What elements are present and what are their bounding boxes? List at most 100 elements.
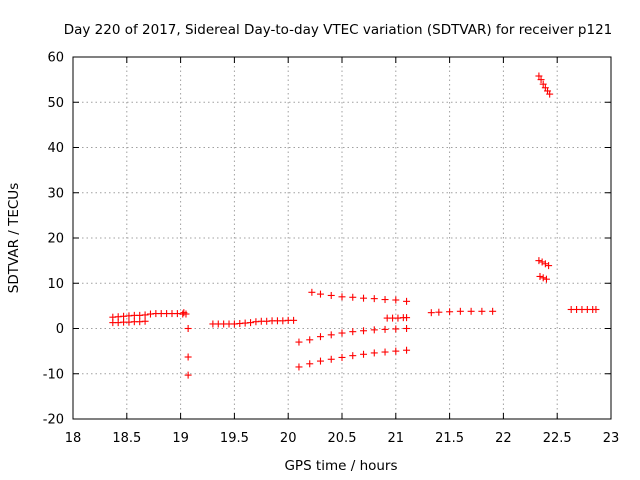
- data-point: [308, 288, 316, 296]
- data-point: [539, 274, 547, 282]
- series-arc-7: [427, 307, 497, 317]
- y-tick-label: -20: [43, 413, 64, 428]
- data-point: [535, 257, 543, 265]
- data-point: [370, 295, 378, 303]
- data-point: [542, 275, 550, 283]
- data-point: [467, 307, 475, 315]
- y-tick-label: 60: [47, 51, 64, 66]
- y-tick-label: 40: [47, 141, 64, 156]
- data-point: [392, 347, 400, 355]
- x-tick-label: 21: [388, 431, 405, 446]
- data-point: [546, 90, 554, 98]
- data-point: [427, 309, 435, 317]
- x-tick-label: 22.5: [543, 431, 572, 446]
- y-tick-label: 10: [47, 277, 64, 292]
- y-tick-label: 20: [47, 232, 64, 247]
- data-point: [370, 349, 378, 357]
- data-point: [349, 352, 357, 360]
- data-points: [109, 72, 600, 379]
- data-point: [184, 325, 192, 332]
- series-outliers-19: [180, 309, 192, 379]
- data-point: [403, 297, 411, 305]
- data-point: [392, 296, 400, 304]
- series-arc-8-mid: [535, 257, 553, 270]
- data-point: [535, 72, 543, 80]
- series-arc-5: [295, 346, 411, 371]
- data-point: [327, 291, 335, 299]
- data-point: [478, 307, 486, 315]
- data-point: [184, 353, 192, 361]
- data-point: [327, 331, 335, 339]
- data-point: [338, 329, 346, 337]
- x-tick-label: 18.5: [112, 431, 141, 446]
- data-point: [290, 316, 298, 324]
- data-point: [592, 305, 600, 313]
- data-point: [403, 314, 411, 322]
- x-tick-label: 20: [280, 431, 297, 446]
- data-point: [360, 350, 368, 358]
- data-point: [141, 311, 149, 319]
- data-point: [381, 348, 389, 356]
- y-axis-title: SDTVAR / TECUs: [6, 183, 22, 293]
- series-arc-1-low: [109, 317, 149, 327]
- data-point: [536, 272, 544, 280]
- y-tick-label: 0: [56, 322, 64, 337]
- y-tick-label: 30: [47, 186, 64, 201]
- series-arc-8-high: [535, 72, 554, 98]
- series-arc-2: [209, 316, 298, 328]
- data-point: [539, 80, 547, 88]
- data-point: [489, 307, 497, 315]
- data-point: [360, 327, 368, 335]
- data-point: [338, 293, 346, 301]
- series-arc-1: [109, 310, 190, 321]
- y-tick-label: -10: [43, 367, 64, 382]
- data-point: [295, 363, 303, 371]
- data-point: [392, 325, 400, 333]
- data-point: [316, 357, 324, 365]
- data-point: [180, 309, 188, 317]
- x-tick-label: 21.5: [435, 431, 464, 446]
- series-arc-6: [383, 314, 411, 322]
- data-point: [338, 353, 346, 361]
- data-point: [349, 328, 357, 336]
- data-point: [141, 317, 149, 325]
- data-point: [403, 346, 411, 354]
- chart-title: Day 220 of 2017, Sidereal Day-to-day VTE…: [64, 22, 613, 38]
- data-point: [456, 307, 464, 315]
- data-point: [435, 308, 443, 316]
- series-arc-3: [308, 288, 411, 305]
- x-tick-label: 20.5: [328, 431, 357, 446]
- data-point: [446, 308, 454, 316]
- x-tick-label: 19: [172, 431, 189, 446]
- data-point: [295, 338, 303, 346]
- data-point: [327, 355, 335, 363]
- data-point: [316, 290, 324, 298]
- data-point: [316, 333, 324, 341]
- y-tick-labels: -20 -10 0 10 20 30 40 50 60: [43, 51, 64, 428]
- x-tick-label: 23: [603, 431, 620, 446]
- data-point: [306, 336, 314, 344]
- data-point: [184, 371, 192, 379]
- axis-ticks: [72, 56, 612, 420]
- series-arc-8-low: [536, 272, 550, 283]
- data-point: [349, 293, 357, 301]
- series-arc-9: [567, 305, 600, 313]
- data-point: [247, 319, 255, 327]
- x-axis-title: GPS time / hours: [284, 458, 397, 474]
- data-point: [370, 326, 378, 334]
- data-point: [545, 262, 553, 270]
- x-tick-label: 19.5: [220, 431, 249, 446]
- x-tick-label: 18: [65, 431, 82, 446]
- y-tick-label: 50: [47, 96, 64, 111]
- data-point: [537, 76, 545, 84]
- x-tick-labels: 18 18.5 19 19.5 20 20.5 21 21.5 22 22.5 23: [65, 431, 620, 446]
- data-point: [360, 294, 368, 302]
- x-tick-label: 22: [495, 431, 512, 446]
- data-point: [403, 325, 411, 332]
- data-point: [381, 296, 389, 304]
- series-arc-4: [295, 325, 411, 346]
- data-point: [381, 325, 389, 333]
- data-point: [306, 360, 314, 368]
